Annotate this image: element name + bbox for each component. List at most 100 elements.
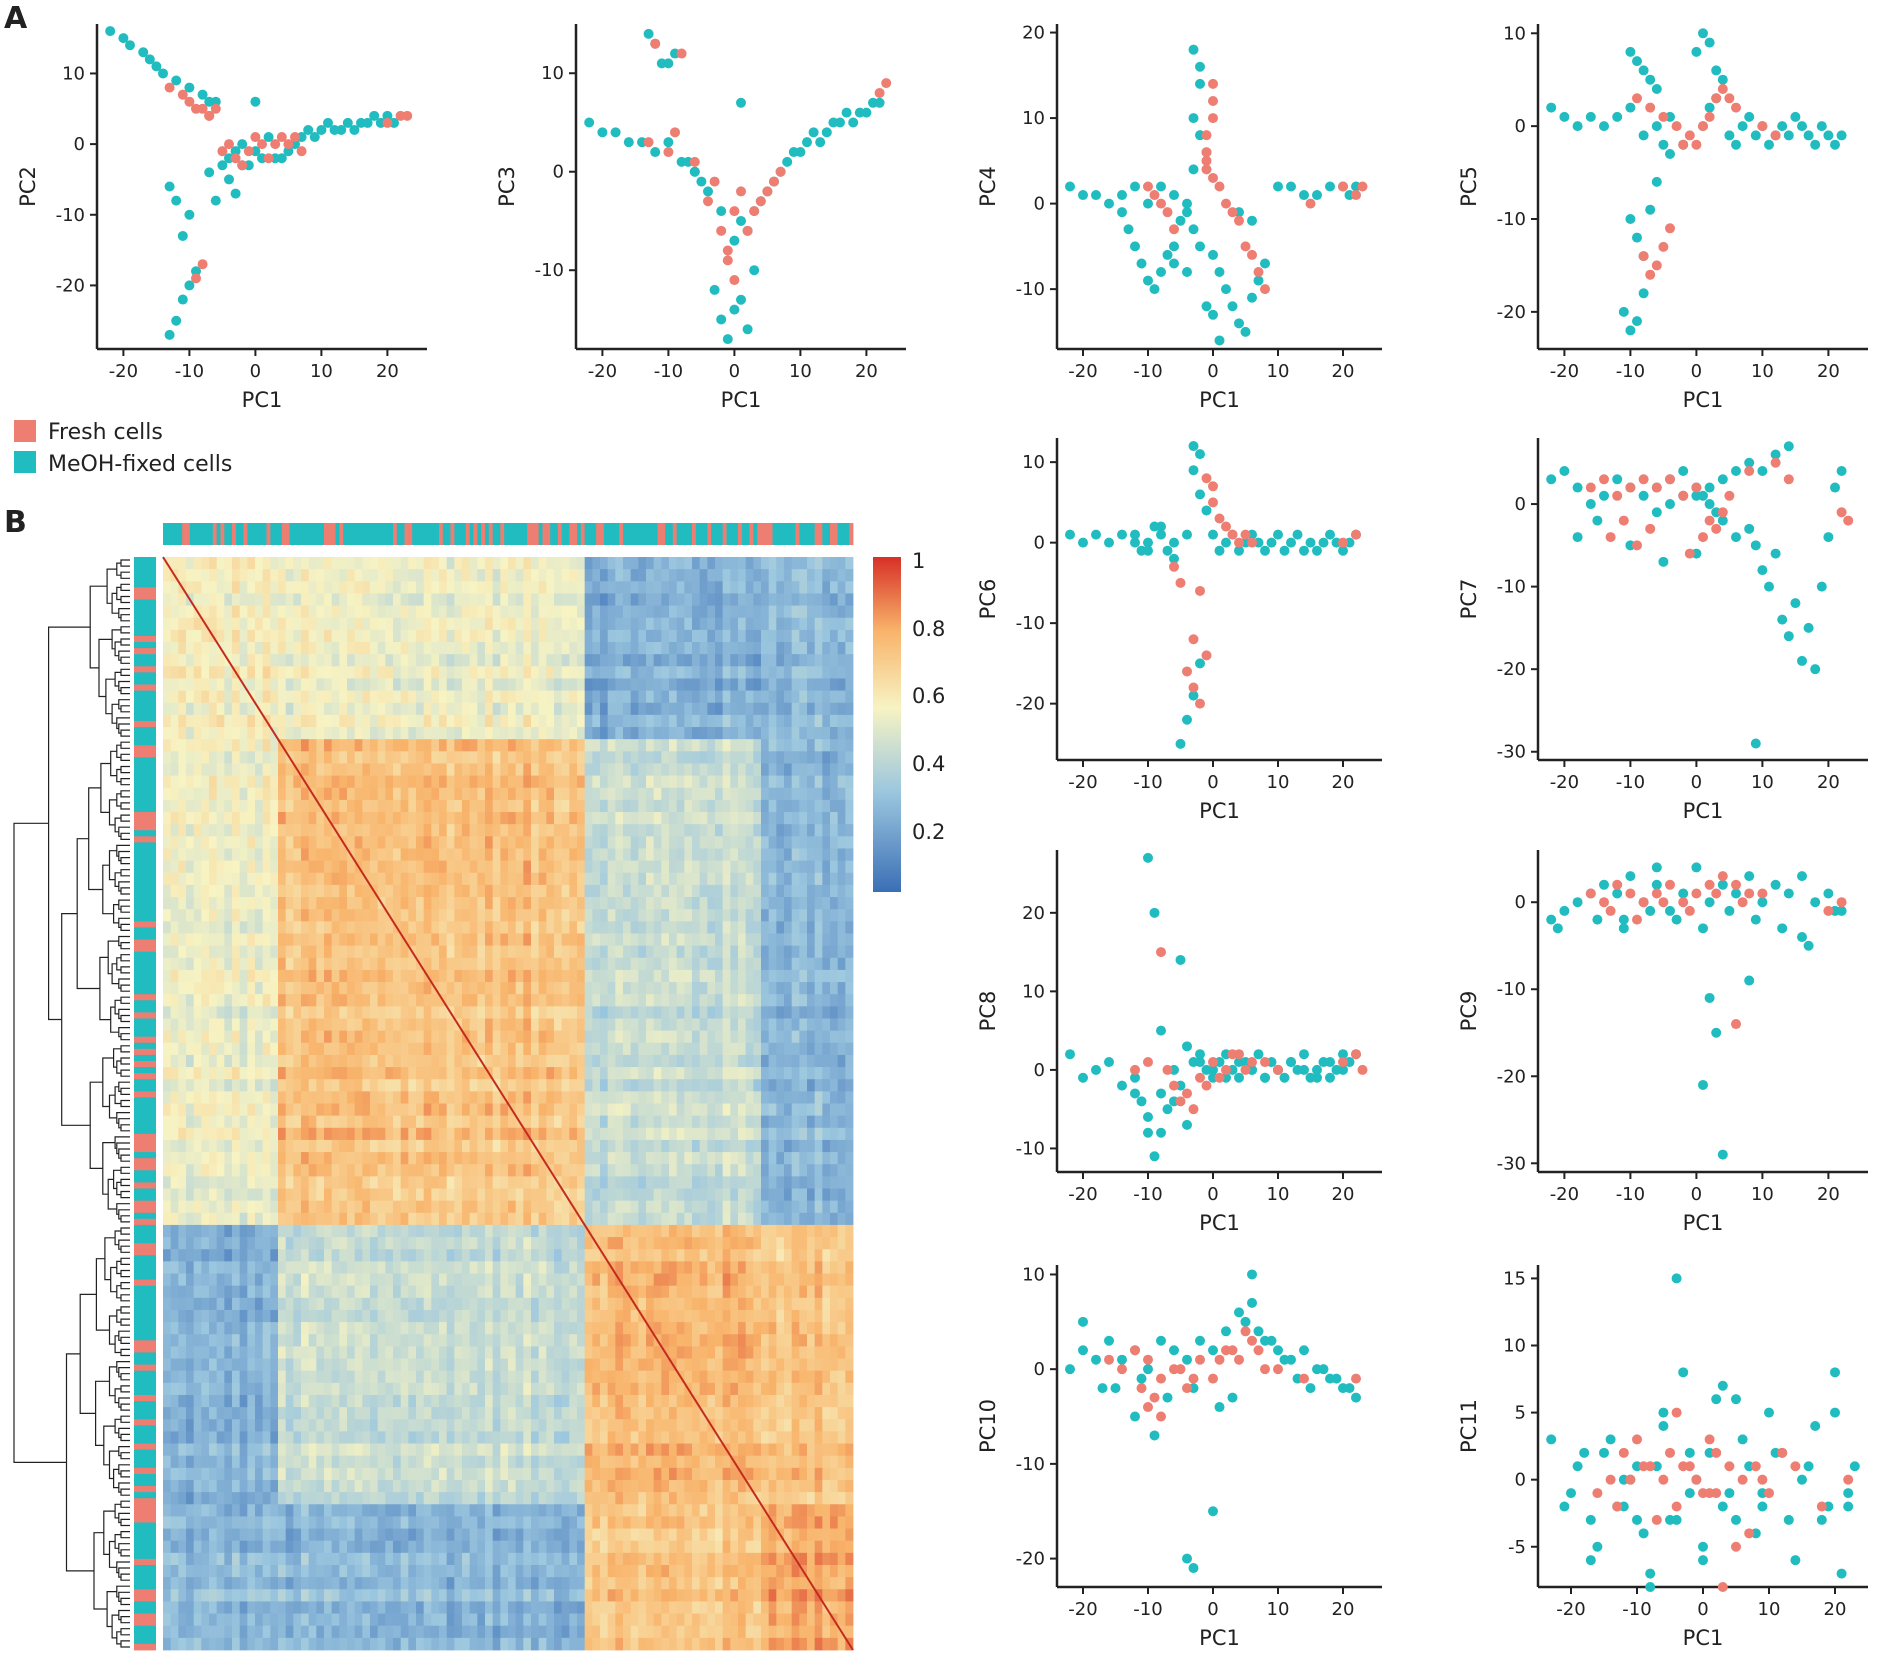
heatmap-cell xyxy=(761,654,770,667)
heatmap-cell xyxy=(715,617,724,631)
heatmap-cell xyxy=(615,775,624,789)
heatmap-cell xyxy=(462,654,471,667)
heatmap-cell xyxy=(416,666,425,679)
heatmap-cell xyxy=(416,897,425,910)
heatmap-cell xyxy=(400,824,409,837)
col-annot-fresh xyxy=(450,523,455,545)
heatmap-cell xyxy=(170,921,179,934)
heatmap-cell xyxy=(523,921,532,934)
heatmap-cell xyxy=(554,921,563,934)
heatmap-cell xyxy=(531,775,540,789)
heatmap-cell xyxy=(186,727,195,740)
heatmap-cell xyxy=(454,666,463,679)
heatmap-cell xyxy=(239,557,248,570)
heatmap-cell xyxy=(845,629,854,643)
heatmap-cell xyxy=(791,629,800,643)
heatmap-cell xyxy=(362,654,371,667)
heatmap-cell xyxy=(546,666,555,679)
point-fixed xyxy=(1149,1151,1160,1162)
point-fresh xyxy=(1299,1373,1309,1384)
point-fixed xyxy=(1247,1269,1257,1280)
heatmap-cell xyxy=(523,982,532,995)
heatmap-cell xyxy=(607,1006,616,1019)
heatmap-cell xyxy=(722,581,731,594)
heatmap-cell xyxy=(561,860,570,874)
heatmap-cell xyxy=(385,994,394,1007)
x-tick-label: -10 xyxy=(1133,361,1162,382)
heatmap-cell xyxy=(431,739,440,752)
point-fresh xyxy=(1632,914,1642,925)
heatmap-cell xyxy=(232,690,241,704)
heatmap-cell xyxy=(247,557,256,570)
row-annot-fresh xyxy=(134,812,156,819)
heatmap-cell xyxy=(676,933,685,947)
heatmap-cell xyxy=(308,872,317,886)
heatmap-cell xyxy=(416,787,425,801)
heatmap-cell xyxy=(178,605,187,619)
heatmap-cell xyxy=(347,945,356,959)
row-annot-fresh xyxy=(134,1558,156,1566)
col-annot-fixed xyxy=(646,523,651,545)
heatmap-cell xyxy=(500,690,509,704)
heatmap-cell xyxy=(569,799,578,813)
heatmap-cell xyxy=(761,945,770,959)
heatmap-cell xyxy=(393,727,402,740)
heatmap-cell xyxy=(216,593,225,606)
heatmap-cell xyxy=(186,569,195,582)
col-annot-fixed xyxy=(423,523,428,545)
heatmap-cell xyxy=(416,593,425,606)
heatmap-cell xyxy=(538,860,547,874)
heatmap-cell xyxy=(600,678,609,691)
point-fresh xyxy=(1188,682,1199,693)
heatmap-cell xyxy=(362,957,371,971)
point-fixed xyxy=(230,188,241,199)
heatmap-cell xyxy=(209,909,218,922)
heatmap-cell xyxy=(699,824,708,837)
heatmap-cell xyxy=(799,884,808,898)
row-annot-fixed xyxy=(134,1127,156,1135)
row-annot-fresh xyxy=(134,994,156,1001)
heatmap-cell xyxy=(692,909,701,922)
heatmap-cell xyxy=(178,593,187,606)
heatmap-cell xyxy=(163,1006,172,1019)
heatmap-cell xyxy=(577,884,586,898)
heatmap-cell xyxy=(270,787,279,801)
point-fixed xyxy=(1136,258,1147,269)
dendrogram-link xyxy=(120,1014,130,1023)
heatmap-cell xyxy=(661,690,670,704)
heatmap-cell xyxy=(807,982,816,995)
heatmap-cell xyxy=(224,642,233,655)
col-annot-fresh xyxy=(212,523,218,545)
heatmap-cell xyxy=(477,727,486,740)
heatmap-cell xyxy=(707,678,716,691)
heatmap-cell xyxy=(577,909,586,922)
heatmap-cell xyxy=(170,982,179,995)
heatmap-cell xyxy=(354,884,363,898)
heatmap-cell xyxy=(477,982,486,995)
heatmap-cell xyxy=(255,727,264,740)
heatmap-cell xyxy=(186,629,195,643)
heatmap-cell xyxy=(469,836,478,849)
heatmap-cell xyxy=(431,593,440,606)
dendrogram-link xyxy=(120,1294,130,1302)
point-fresh xyxy=(1227,1345,1238,1356)
heatmap-cell xyxy=(247,702,256,716)
heatmap-cell xyxy=(715,629,724,643)
heatmap-cell xyxy=(615,629,624,643)
heatmap-cell xyxy=(715,569,724,582)
heatmap-cell xyxy=(370,969,379,983)
heatmap-cell xyxy=(531,921,540,934)
heatmap-cell xyxy=(339,848,348,862)
heatmap-cell xyxy=(684,945,693,959)
point-fresh xyxy=(1162,1064,1173,1075)
point-fixed xyxy=(1188,1563,1199,1574)
heatmap-cell xyxy=(385,763,394,776)
heatmap-cell xyxy=(807,812,816,825)
heatmap-cell xyxy=(615,787,624,801)
dendrogram-link xyxy=(114,872,121,887)
heatmap-cell xyxy=(446,945,455,959)
heatmap-cell xyxy=(331,751,340,764)
heatmap-cell xyxy=(354,593,363,606)
heatmap-cell xyxy=(362,799,371,813)
heatmap-cell xyxy=(745,617,754,631)
